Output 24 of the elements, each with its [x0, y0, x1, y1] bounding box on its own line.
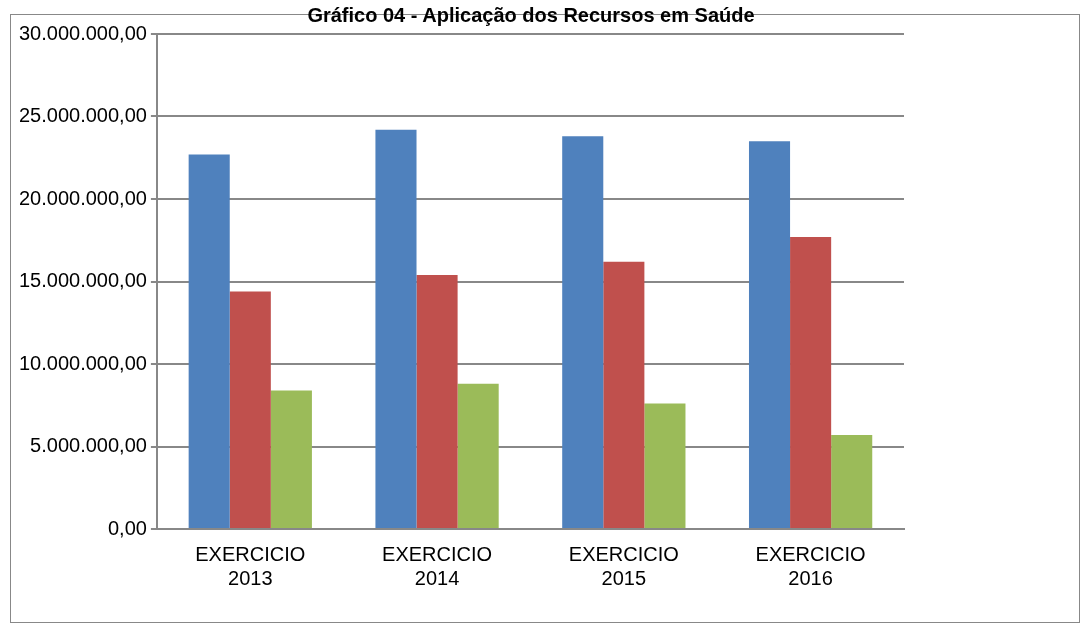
y-tick-label: 15.000.000,00	[18, 269, 147, 292]
bar	[270, 390, 312, 528]
y-tick-label: 0,00	[107, 516, 147, 539]
y-tick-label: 25.000.000,00	[18, 104, 147, 127]
bar	[748, 141, 791, 528]
bar	[644, 403, 686, 528]
x-tick-label: EXERCICIO 2013	[195, 542, 306, 589]
bar	[831, 434, 873, 528]
y-tick-label: 30.000.000,00	[18, 21, 147, 44]
bar	[562, 136, 604, 528]
y-tick-label: 5.000.000,00	[30, 434, 147, 457]
chart-title: Gráfico 04 - Aplicação dos Recursos em Saúde	[307, 4, 755, 26]
bar	[229, 291, 271, 528]
bar	[416, 274, 458, 528]
x-tick-label: EXERCICIO 2015	[568, 542, 679, 589]
bar	[457, 383, 499, 528]
y-tick-label: 20.000.000,00	[18, 186, 147, 209]
bar	[188, 154, 230, 528]
bar	[375, 129, 417, 528]
x-tick-label: EXERCICIO 2016	[755, 542, 866, 589]
x-tick-label: EXERCICIO 2014	[382, 542, 493, 589]
bar	[603, 261, 645, 528]
y-tick-label: 10.000.000,00	[18, 351, 147, 374]
bar	[790, 236, 832, 528]
